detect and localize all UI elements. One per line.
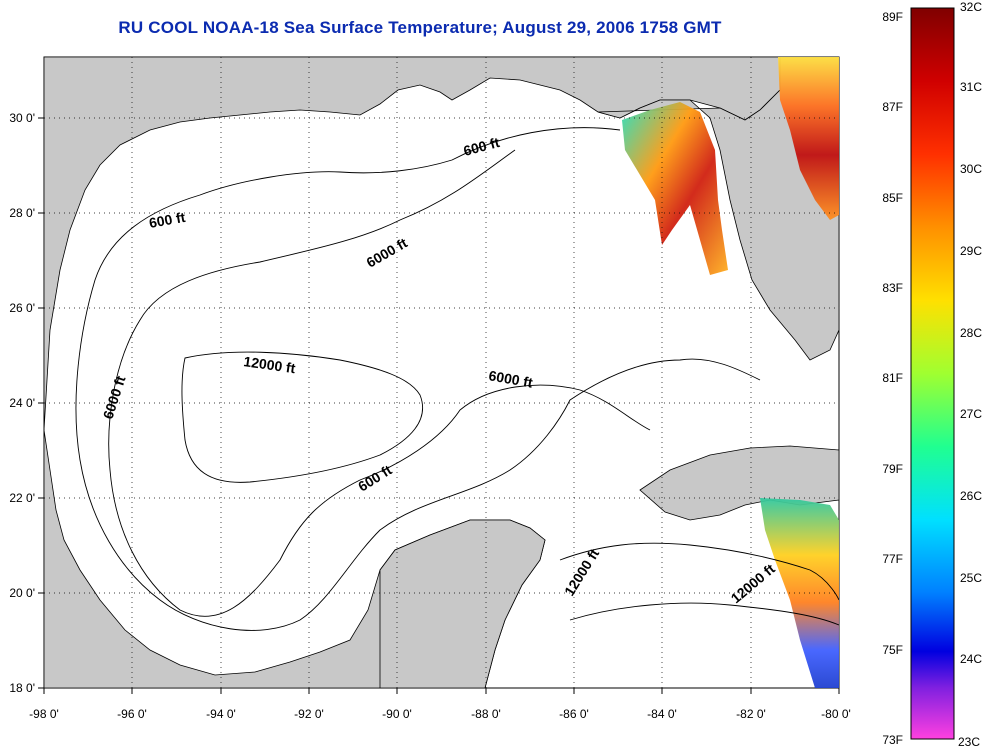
contour-label: 600 ft bbox=[148, 209, 187, 231]
contour-6000ft bbox=[108, 149, 651, 617]
lat-tick-label: 24 0' bbox=[9, 396, 35, 410]
contour-label: 12000 ft bbox=[243, 353, 297, 376]
lat-tick-label: 22 0' bbox=[9, 491, 35, 505]
lat-tick-label: 18 0' bbox=[9, 681, 35, 695]
lat-tick-labels: 18 0' 20 0' 22 0' 24 0' 26 0' 28 0' 30 0… bbox=[9, 111, 35, 695]
sst-swath-atlantic bbox=[778, 57, 839, 220]
lat-tick-label: 26 0' bbox=[9, 301, 35, 315]
land-florida bbox=[597, 57, 839, 361]
axis-ticks bbox=[38, 117, 840, 694]
sst-swath-west-florida bbox=[622, 102, 728, 275]
contour-12000ft-carib bbox=[559, 542, 839, 626]
lat-tick-label: 20 0' bbox=[9, 586, 35, 600]
lon-tick-label: -86 0' bbox=[559, 707, 589, 721]
lon-tick-label: -90 0' bbox=[382, 707, 412, 721]
lon-tick-label: -80 0' bbox=[821, 707, 851, 721]
land-yucatan bbox=[379, 519, 546, 688]
lon-tick-label: -92 0' bbox=[294, 707, 324, 721]
contour-12000ft bbox=[181, 351, 424, 483]
lon-tick-label: -88 0' bbox=[471, 707, 501, 721]
lon-tick-label: -98 0' bbox=[29, 707, 59, 721]
chart-title: RU COOL NOAA-18 Sea Surface Temperature;… bbox=[118, 18, 722, 37]
contour-label: 6000 ft bbox=[487, 367, 534, 391]
lon-tick-labels: -98 0' -96 0' -94 0' -92 0' -90 0' -88 0… bbox=[29, 707, 851, 721]
lat-tick-label: 30 0' bbox=[9, 111, 35, 125]
grid-lines bbox=[44, 57, 839, 688]
lat-tick-label: 28 0' bbox=[9, 206, 35, 220]
lon-tick-label: -82 0' bbox=[736, 707, 766, 721]
lon-tick-label: -96 0' bbox=[117, 707, 147, 721]
lon-tick-label: -94 0' bbox=[206, 707, 236, 721]
contour-600ft bbox=[75, 127, 761, 631]
lon-tick-label: -84 0' bbox=[647, 707, 677, 721]
